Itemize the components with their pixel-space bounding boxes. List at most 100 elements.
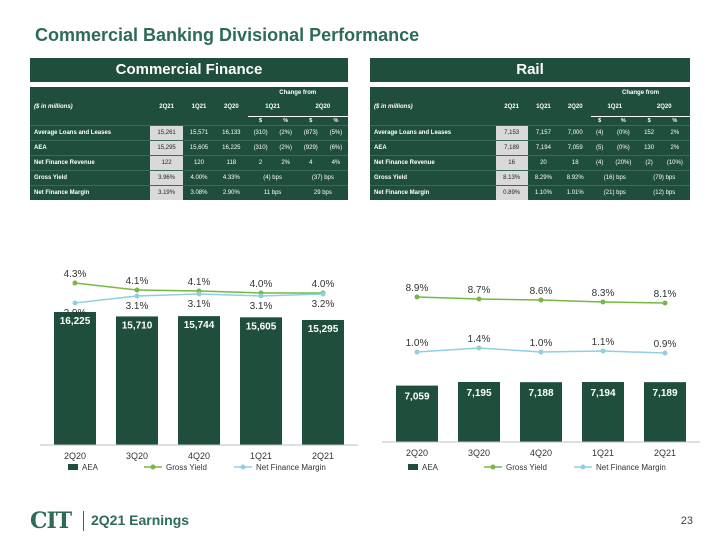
legend-marker-nfm	[240, 464, 246, 470]
cell: 15,571	[189, 129, 209, 136]
cell: (6%)	[329, 144, 343, 151]
footer-text: 2Q21 Earnings	[91, 512, 190, 528]
rail-chart: 7,059 7,195 7,188 7,194 7,189 2Q20 3Q20 4Q20 1Q2…	[368, 270, 700, 490]
nfm-point	[258, 293, 264, 299]
cell: 18	[571, 159, 579, 166]
cell: (79) bps	[653, 174, 676, 181]
legend-swatch-aea	[68, 464, 78, 470]
bar-data-label: 15,744	[184, 320, 215, 331]
units-label: ($ in millions)	[30, 98, 151, 116]
gross-yield-label: 8.7%	[468, 285, 491, 296]
cell: 130	[644, 144, 655, 151]
x-tick-label: 2Q21	[312, 451, 334, 461]
gross-yield-label: 4.1%	[188, 277, 211, 288]
cell: 2%	[281, 159, 291, 166]
cell: 4	[309, 159, 313, 166]
cell: 7,153	[495, 125, 528, 140]
cell: (2%)	[279, 144, 293, 151]
x-tick-label: 1Q21	[592, 448, 614, 458]
nfm-label: 1.1%	[592, 337, 615, 348]
gross-yield-label: 4.0%	[250, 279, 273, 290]
cell: (37) bps	[311, 174, 334, 181]
cell: (310)	[253, 144, 268, 151]
gross-yield-point	[600, 299, 606, 305]
nfm-label: 3.2%	[312, 299, 335, 310]
table-row: Gross Yield 3.96% 4.00% 4.33% (4) bps (3…	[30, 170, 348, 185]
x-tick-label: 2Q20	[64, 451, 86, 461]
column-header: 2Q20	[559, 98, 592, 116]
nfm-point	[414, 349, 420, 355]
cell: (5%)	[329, 129, 343, 136]
legend-label: AEA	[422, 463, 439, 472]
change-sub-header: $	[591, 116, 609, 125]
nfm-point	[662, 350, 668, 356]
gross-yield-point	[662, 300, 668, 306]
bar-data-label: 15,605	[246, 321, 277, 332]
bar-data-label: 7,188	[528, 388, 553, 399]
nfm-point	[538, 349, 544, 355]
change-period-header: 2Q20	[638, 98, 690, 117]
cell: 2	[258, 159, 263, 166]
gross-yield-point	[72, 280, 78, 286]
bar-aea	[582, 382, 624, 442]
row-label: AEA	[34, 144, 47, 151]
row-label: Gross Yield	[374, 174, 408, 181]
cell: 7,000	[567, 129, 583, 136]
nfm-label: 1.0%	[406, 338, 429, 349]
page-number: 23	[680, 515, 693, 527]
cell: 120	[193, 159, 204, 166]
gross-yield-point	[476, 296, 482, 302]
x-tick-label: 2Q20	[406, 448, 428, 458]
cell: 122	[150, 155, 183, 170]
cell: 7,189	[495, 140, 528, 155]
cell: (5)	[595, 144, 604, 151]
bar-aea	[302, 319, 344, 445]
cell: 3.19%	[150, 185, 183, 200]
gross-yield-label: 4.0%	[312, 279, 335, 290]
cell: 4.00%	[190, 174, 208, 181]
cell: (0%)	[617, 144, 630, 151]
bar-aea	[116, 316, 158, 445]
gross-yield-label: 8.6%	[530, 286, 553, 297]
x-tick-label: 4Q20	[530, 448, 552, 458]
cell: 7,194	[535, 144, 551, 151]
cell: (4)	[595, 129, 604, 136]
table-row: Average Loans and Leases 7,153 7,157 7,0…	[370, 125, 690, 140]
cell: (4)	[595, 159, 604, 166]
change-sub-header: %	[323, 116, 348, 125]
cell: 3.08%	[190, 189, 208, 196]
row-label: Average Loans and Leases	[374, 129, 452, 136]
table-row: Net Finance Revenue 16 20 18 (4) (20%) (…	[370, 155, 690, 170]
cell: (929)	[303, 144, 318, 151]
cell: (21) bps	[603, 189, 626, 196]
legend-label: Gross Yield	[506, 463, 547, 472]
legend-label: Net Finance Margin	[596, 463, 666, 472]
gross-yield-label: 4.1%	[126, 276, 149, 287]
table-row: AEA 15,295 15,605 16,225 (310) (2%) (929…	[30, 140, 348, 155]
rail-panel: Rail Change from ($ in millions) 2Q21 1Q…	[370, 58, 690, 200]
cell: (2%)	[279, 129, 293, 136]
x-tick-label: 3Q20	[468, 448, 490, 458]
row-label: Net Finance Revenue	[34, 159, 95, 166]
cell: 4.33%	[222, 174, 240, 181]
column-header: 1Q21	[527, 98, 560, 116]
cell: 7,157	[535, 129, 551, 136]
nfm-label: 3.1%	[188, 299, 211, 310]
commercial-finance-panel: Commercial Finance Change from ($ in mil…	[30, 58, 348, 200]
cell: 15,295	[150, 140, 183, 155]
cell: 16,225	[222, 144, 241, 151]
nfm-label: 1.4%	[468, 334, 491, 345]
cell: 3.96%	[150, 170, 183, 185]
change-header: Change from	[247, 87, 348, 98]
legend-swatch-aea	[408, 464, 418, 470]
gross-yield-label: 8.3%	[592, 288, 615, 299]
legend-marker-gross-yield	[490, 464, 496, 470]
cell: (20%)	[615, 159, 632, 166]
column-header: 1Q21	[182, 98, 216, 116]
cell: 15,605	[189, 144, 209, 151]
nfm-point	[600, 348, 606, 354]
cell: (12) bps	[653, 189, 676, 196]
table-row: Average Loans and Leases 15,261 15,571 1…	[30, 125, 348, 140]
bar-aea	[240, 317, 282, 445]
bar-aea	[644, 382, 686, 442]
